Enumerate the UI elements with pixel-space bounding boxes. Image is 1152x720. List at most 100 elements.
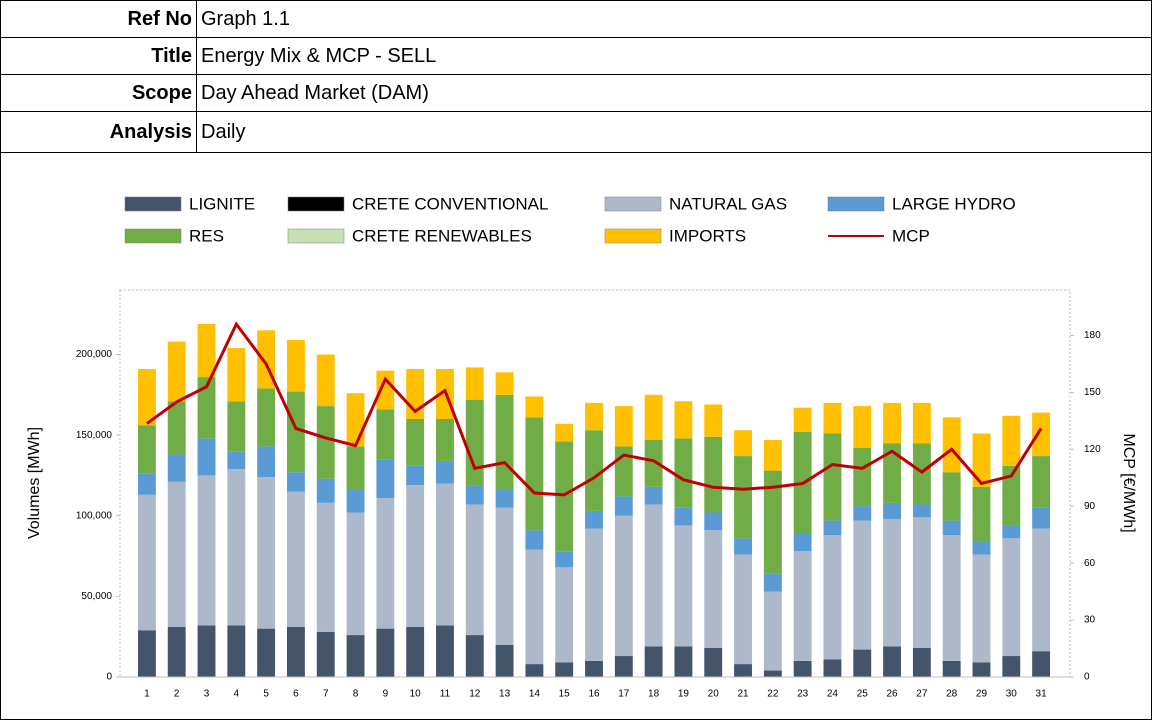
bar-segment bbox=[316, 478, 335, 503]
bar-segment bbox=[286, 627, 305, 677]
header-label: Analysis bbox=[1, 112, 197, 152]
legend-swatch bbox=[124, 196, 182, 212]
bar-segment bbox=[734, 456, 752, 539]
y2-tick-label: 30 bbox=[1084, 615, 1096, 626]
bar-segment bbox=[525, 396, 544, 418]
x-tick-label: 28 bbox=[946, 689, 958, 700]
legend-swatch bbox=[287, 196, 345, 212]
y2-axis-label: MCP [€/MWh] bbox=[1120, 433, 1137, 532]
legend-swatch bbox=[287, 228, 345, 244]
legend-swatch bbox=[124, 228, 182, 244]
bar-segment bbox=[167, 401, 186, 455]
bar-segment bbox=[346, 635, 365, 677]
bar-segment bbox=[972, 662, 991, 677]
bar-segment bbox=[197, 625, 216, 677]
bar-segment bbox=[525, 549, 544, 665]
bar-segment bbox=[495, 394, 514, 490]
legend-swatch bbox=[604, 228, 662, 244]
bar-segment bbox=[734, 664, 752, 677]
x-tick-label: 26 bbox=[887, 689, 899, 700]
bar-segment bbox=[555, 441, 574, 552]
y-tick-label: 200,000 bbox=[76, 349, 113, 360]
bar-segment bbox=[346, 446, 365, 490]
bar-segment bbox=[674, 525, 693, 647]
bar-segment bbox=[734, 554, 752, 665]
x-tick-label: 1 bbox=[144, 689, 150, 700]
bar-segment bbox=[1002, 656, 1021, 677]
bar-segment bbox=[972, 433, 991, 487]
x-tick-label: 10 bbox=[410, 689, 422, 700]
bar-segment bbox=[227, 451, 246, 469]
bar-segment bbox=[376, 459, 395, 499]
bar-segment bbox=[585, 402, 603, 431]
bar-segment bbox=[137, 494, 156, 631]
x-tick-label: 30 bbox=[1006, 689, 1018, 700]
legend-swatch bbox=[827, 196, 885, 212]
x-tick-label: 27 bbox=[916, 689, 928, 700]
bar-segment bbox=[793, 551, 812, 661]
bar-segment bbox=[197, 475, 216, 626]
bar-segment bbox=[137, 425, 156, 474]
header-row: Title Energy Mix & MCP - SELL bbox=[1, 38, 1151, 75]
bar-segment bbox=[763, 439, 782, 471]
y2-tick-label: 180 bbox=[1084, 330, 1101, 341]
bar-segment bbox=[704, 436, 723, 513]
bar-segment bbox=[704, 404, 723, 437]
bar-segment bbox=[376, 628, 395, 677]
bar-segment bbox=[585, 528, 603, 661]
x-tick-label: 31 bbox=[1036, 689, 1048, 700]
bar-segment bbox=[227, 401, 246, 452]
bar-segment bbox=[257, 388, 276, 447]
y-tick-label: 0 bbox=[106, 672, 112, 683]
bar-segment bbox=[585, 660, 603, 677]
bar-segment bbox=[704, 647, 723, 677]
bar-segment bbox=[853, 506, 872, 521]
bar-segment bbox=[555, 567, 574, 663]
header-value: Daily bbox=[201, 120, 246, 143]
bar-segment bbox=[1002, 538, 1021, 657]
y-tick-label: 150,000 bbox=[76, 430, 113, 441]
x-tick-label: 11 bbox=[440, 689, 451, 700]
y2-tick-label: 150 bbox=[1084, 387, 1101, 398]
bar-segment bbox=[644, 439, 663, 487]
legend-label: NATURAL GAS bbox=[669, 194, 787, 213]
bar-segment bbox=[674, 401, 693, 439]
legend-label: LIGNITE bbox=[189, 194, 255, 213]
x-tick-label: 23 bbox=[797, 689, 809, 700]
bar-segment bbox=[1032, 651, 1051, 677]
bar-segment bbox=[257, 446, 276, 478]
bar-segment bbox=[793, 660, 812, 677]
bar-segment bbox=[376, 409, 395, 460]
bar-segment bbox=[972, 486, 991, 542]
bar-segment bbox=[883, 646, 902, 677]
bar-segment bbox=[316, 631, 335, 677]
bar-segment bbox=[614, 515, 633, 657]
bar-segment bbox=[465, 635, 484, 677]
bar-segment bbox=[763, 670, 782, 677]
bar-segment bbox=[257, 477, 276, 629]
bar-segment bbox=[942, 417, 961, 473]
x-tick-label: 12 bbox=[469, 689, 481, 700]
x-tick-label: 8 bbox=[353, 689, 359, 700]
bar-segment bbox=[823, 659, 842, 677]
x-tick-label: 29 bbox=[976, 689, 988, 700]
bar-segment bbox=[644, 504, 663, 647]
bar-segment bbox=[436, 460, 454, 484]
bar-segment bbox=[286, 391, 305, 473]
bar-segment bbox=[227, 348, 246, 402]
x-tick-label: 21 bbox=[737, 689, 749, 700]
bar-segment bbox=[495, 372, 514, 395]
chart: Volumes [MWh] MCP [€/MWh] 0 50,000 100,000… bbox=[26, 194, 1137, 700]
x-tick-label: 15 bbox=[559, 689, 571, 700]
bar-segment bbox=[674, 646, 693, 677]
bar-segment bbox=[436, 483, 454, 626]
bar-segment bbox=[167, 627, 186, 677]
bar-segment bbox=[436, 419, 454, 461]
bar-segment bbox=[704, 512, 723, 531]
bar-segment bbox=[495, 489, 514, 508]
legend-label: IMPORTS bbox=[669, 226, 746, 245]
bar-segment bbox=[376, 498, 395, 629]
bar-segment bbox=[495, 507, 514, 645]
bar-segment bbox=[853, 649, 872, 677]
bar-segment bbox=[614, 656, 633, 677]
